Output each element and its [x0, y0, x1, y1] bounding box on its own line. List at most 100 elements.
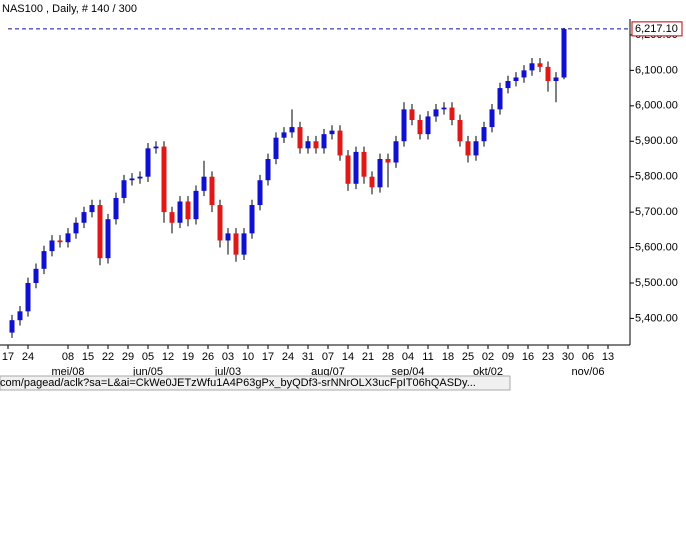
candle-body [385, 158, 391, 163]
candle-body [81, 212, 87, 223]
candle-body [433, 109, 439, 117]
month-label: sep/04 [391, 366, 424, 378]
candle-body [113, 197, 119, 220]
y-tick-label: 5,700.00 [635, 206, 678, 218]
x-tick-label: 05 [142, 351, 154, 363]
x-tick-label: 10 [242, 351, 254, 363]
chart-title: NAS100 , Daily, # 140 / 300 [2, 3, 137, 15]
candle-body [121, 180, 127, 198]
last-price-box [631, 21, 683, 37]
candle-body [393, 141, 399, 163]
candle-body [57, 240, 63, 243]
x-tick-label: 14 [342, 351, 354, 363]
x-tick-label: 28 [382, 351, 394, 363]
candle-body [505, 81, 511, 89]
candle-body [33, 268, 39, 283]
x-tick-label: 04 [402, 351, 414, 363]
candle-body [17, 311, 23, 321]
candle-body [561, 28, 567, 78]
month-label: nov/06 [571, 366, 604, 378]
candle-body [201, 176, 207, 191]
x-tick-label: 25 [462, 351, 474, 363]
x-tick-label: 23 [542, 351, 554, 363]
candle-body [257, 180, 263, 206]
candle-body [353, 151, 359, 184]
x-tick-label: 17 [2, 351, 14, 363]
candle-body [337, 130, 343, 156]
x-tick-label: 24 [22, 351, 34, 363]
candle-body [225, 233, 231, 241]
candle-body [273, 137, 279, 159]
x-tick-label: 07 [322, 351, 334, 363]
candle-body [401, 109, 407, 142]
candle-body [233, 233, 239, 255]
y-tick-label: 5,900.00 [635, 135, 678, 147]
candle-body [465, 141, 471, 156]
x-tick-label: 22 [102, 351, 114, 363]
month-label: mei/08 [51, 366, 84, 378]
x-tick-label: 11 [422, 351, 433, 363]
candle-body [553, 77, 559, 82]
candle-body [369, 176, 375, 188]
x-tick-label: 31 [302, 351, 314, 363]
candle-body [41, 251, 47, 269]
candle-body [545, 66, 551, 82]
month-label: jun/05 [132, 366, 163, 378]
x-tick-label: 03 [222, 351, 234, 363]
y-tick-label: 5,400.00 [635, 312, 678, 324]
candle-body [329, 130, 335, 135]
candle-body [497, 88, 503, 110]
last-price-label: 6,217.10 [635, 23, 678, 35]
candle-body [289, 127, 295, 133]
candle-body [377, 158, 383, 188]
x-tick-label: 24 [282, 351, 294, 363]
candle-body [481, 127, 487, 142]
candle-body [441, 107, 447, 110]
x-tick-label: 06 [582, 351, 594, 363]
candle-body [457, 119, 463, 142]
candle-body [265, 158, 271, 181]
candle-body [321, 134, 327, 149]
candle-body [297, 127, 303, 149]
y-tick-label: 5,500.00 [635, 277, 678, 289]
candle-body [305, 141, 311, 149]
candle-body [313, 141, 319, 149]
x-tick-label: 19 [182, 351, 194, 363]
candle-body [193, 190, 199, 220]
candle-body [513, 77, 519, 82]
candle-body [521, 70, 527, 78]
candle-body [129, 178, 135, 181]
candle-body [89, 205, 95, 213]
x-tick-label: 13 [602, 351, 614, 363]
month-label: okt/02 [473, 366, 503, 378]
candle-body [361, 151, 367, 177]
x-tick-label: 26 [202, 351, 214, 363]
candle-body [241, 233, 247, 255]
candle-body [105, 219, 111, 259]
candle-body [97, 205, 103, 259]
candle-body [153, 146, 159, 149]
y-tick-label: 6,100.00 [635, 64, 678, 76]
status-text: com/pagead/aclk?sa=L&ai=CkWe0JETzWfu1A4P… [0, 377, 476, 389]
candle-body [49, 240, 55, 252]
candle-body [489, 109, 495, 128]
y-tick-label: 5,800.00 [635, 171, 678, 183]
x-tick-label: 18 [442, 351, 454, 363]
x-tick-label: 09 [502, 351, 514, 363]
candle-body [25, 282, 31, 312]
candle-body [281, 132, 287, 138]
y-tick-label: 5,600.00 [635, 241, 678, 253]
candle-body [9, 320, 15, 333]
candle-body [249, 205, 255, 234]
x-tick-label: 08 [62, 351, 74, 363]
x-tick-label: 16 [522, 351, 534, 363]
candle-body [529, 63, 535, 71]
candle-body [345, 155, 351, 184]
x-tick-label: 29 [122, 351, 134, 363]
candle-body [65, 233, 71, 243]
x-tick-label: 30 [562, 351, 574, 363]
y-tick-label: 6,000.00 [635, 100, 678, 112]
candle-body [185, 201, 191, 220]
